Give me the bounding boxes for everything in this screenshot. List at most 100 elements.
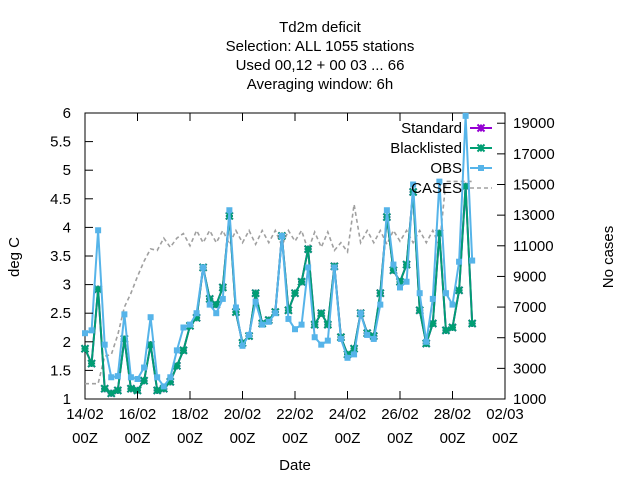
data-point [285,315,292,322]
data-point [461,182,470,191]
data-point [395,277,405,286]
y-tick-label: 1 [63,391,71,408]
data-point [212,300,221,309]
legend-label: OBS [430,160,462,177]
series-blacklisted [80,182,477,398]
data-point [180,324,187,331]
data-point [344,354,351,361]
y2-axis-label: No cases [600,226,617,289]
data-point [377,301,384,308]
data-point [141,364,148,371]
x-tick-label-date: 24/02 [329,406,367,423]
data-point [303,244,313,254]
y-tick-label: 4.5 [50,191,71,208]
data-point [397,284,403,291]
data-point [416,290,423,297]
data-point [121,311,128,318]
data-point [370,335,377,342]
data-point [442,290,449,297]
data-point [310,320,319,329]
data-point [357,310,364,317]
data-point [107,389,116,398]
y-axis-label: deg C [6,237,23,277]
data-point [101,341,108,348]
y2-tick-label: 1000 [513,391,546,408]
data-point [324,337,331,344]
y-tick-label: 5 [63,162,71,179]
chart-title-line-2: Selection: ALL 1055 stations [225,38,415,55]
y2-tick-label: 17000 [513,146,555,163]
x-tick-label-hour: 00Z [440,430,466,447]
data-point [95,227,102,234]
x-tick-label-date: 14/02 [66,406,104,423]
x-tick-label-date: 28/02 [434,406,472,423]
y2-tick-label: 13000 [513,207,555,224]
data-point [100,384,109,393]
data-point [147,314,154,321]
data-point [298,321,305,328]
data-point [126,384,136,393]
legend-marker [478,165,484,171]
data-point [166,377,175,387]
x-tick-label-hour: 00Z [387,430,413,447]
data-point [152,386,162,395]
series-obs [82,112,476,390]
x-tick-label-hour: 00Z [492,430,518,447]
data-point [390,261,397,268]
data-point [206,301,213,308]
data-point [467,319,477,328]
data-point [108,374,115,381]
y2-tick-label: 15000 [513,177,555,194]
data-point [200,264,207,271]
data-point [318,341,325,348]
legend-label: Blacklisted [390,140,462,157]
legend-entry-cases: CASES [411,180,492,197]
data-point [167,374,174,381]
data-point [146,340,155,349]
x-tick-label-hour: 00Z [282,430,308,447]
data-point [456,258,463,265]
data-point [415,306,424,315]
chart-title-line-4: Averaging window: 6h [246,76,394,93]
data-point [219,295,226,302]
series-layer [80,112,477,398]
y-tick-label: 3 [63,277,71,294]
data-point [160,383,167,390]
data-point [402,260,411,269]
x-tick-label-hour: 00Z [230,430,256,447]
data-point [436,178,443,185]
x-tick-label-date: 02/03 [486,406,524,423]
data-point [337,335,344,342]
data-point [403,278,410,285]
data-point [246,331,253,338]
x-tick-label-date: 26/02 [381,406,419,423]
data-point [133,386,142,395]
data-point [232,304,239,311]
data-point [383,207,390,214]
x-tick-label-date: 22/02 [276,406,314,423]
data-point [87,359,96,368]
data-point [252,298,259,305]
x-tick-label-hour: 00Z [177,430,203,447]
y-tick-label: 1.5 [50,362,71,379]
data-point [311,334,318,341]
y2-tick-label: 11000 [513,238,554,255]
data-point [351,351,358,358]
data-point [265,318,272,325]
data-point [278,232,285,239]
data-point [469,257,476,264]
data-point [259,321,266,328]
data-point [213,310,220,317]
series-standard [80,182,477,398]
legend-entry-obs: OBS [430,160,492,177]
data-point [441,326,451,335]
data-point [82,330,88,337]
y-tick-label: 2 [63,334,71,351]
legend-marker [476,123,486,133]
data-point [226,207,233,214]
data-point [193,310,200,317]
data-point [323,320,333,329]
y2-tick-label: 9000 [513,268,546,285]
data-point [290,288,300,298]
data-point [305,264,312,271]
